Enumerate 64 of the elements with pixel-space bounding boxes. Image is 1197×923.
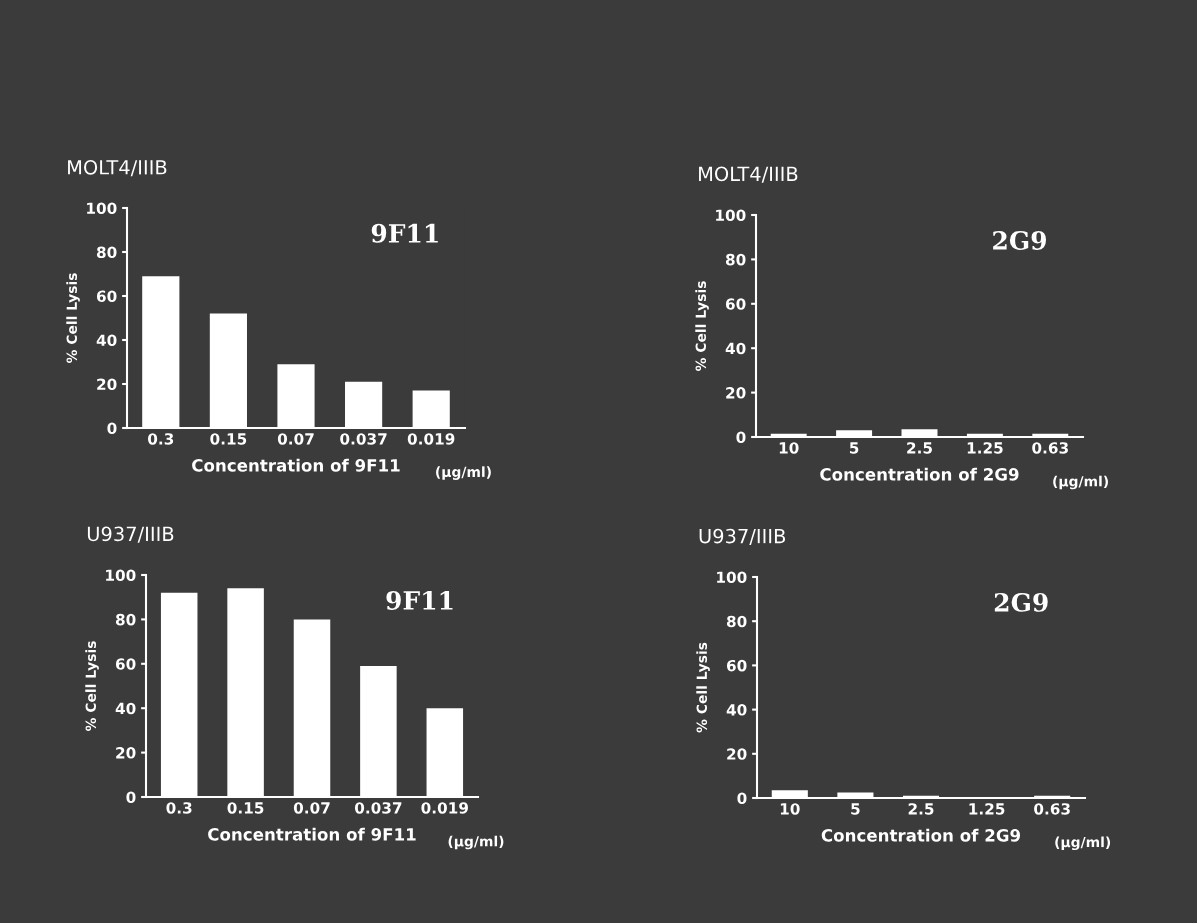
y-tick-label: 60: [96, 290, 117, 303]
x-tick-label: 0.037: [340, 433, 387, 445]
x-axis-title: Concentration of 2G9: [821, 828, 1021, 842]
x-tick-label: 5: [849, 442, 859, 454]
y-tick-label: 0: [737, 792, 747, 805]
text: (µg/ml): [1053, 475, 1108, 490]
x-tick-label: 0.15: [210, 433, 247, 445]
y-tick-label: 20: [726, 387, 746, 399]
y-axis-title: % Cell Lysis: [696, 642, 710, 733]
x-tick-label: 5: [851, 803, 860, 815]
chart-title: MOLT4/IIIB: [68, 159, 167, 177]
x-tick-label: 2.5: [908, 803, 934, 815]
text: (µg/ml): [1055, 836, 1111, 851]
x-tick-label: 0.07: [293, 802, 330, 814]
x-tick-label: 0.3: [148, 433, 174, 445]
y-tick-label: 100: [717, 571, 747, 584]
y-axis-title: % Cell Lysis: [66, 273, 80, 364]
y-tick-label: 20: [116, 747, 136, 759]
y-tick-label: 40: [115, 702, 136, 715]
x-tick-label: 0.019: [421, 802, 468, 814]
x-tick-label: 10: [780, 803, 800, 815]
chart-title: MOLT4/IIIB: [699, 166, 798, 183]
y-tick-label: 80: [726, 615, 747, 628]
y-tick-label: 40: [726, 704, 747, 716]
y-axis-title: % Cell Lysis: [695, 281, 709, 372]
x-tick-label: 0.037: [354, 802, 402, 814]
y-tick-label: 100: [87, 202, 117, 215]
annotation: 9F11: [386, 590, 453, 610]
y-tick-label: 100: [106, 569, 136, 582]
x-axis-title: Concentration of 9F11: [192, 458, 400, 472]
x-tick-label: 0.3: [166, 802, 192, 814]
text: (µg/ml): [436, 466, 491, 480]
y-tick-label: 60: [726, 659, 747, 672]
y-tick-label: 80: [96, 246, 117, 259]
x-axis-title: Concentration of 2G9: [820, 467, 1019, 481]
x-tick-label: 0.15: [227, 802, 264, 814]
chart-title: U937/IIIB: [87, 526, 174, 543]
y-tick-label: 100: [716, 209, 746, 222]
y-tick-label: 20: [727, 748, 747, 760]
chart-title: U937/IIIB: [699, 528, 786, 545]
x-tick-label: 1.25: [969, 803, 1005, 815]
x-tick-label: 10: [779, 442, 799, 454]
annotation: 2G9: [994, 592, 1048, 612]
x-axis-title: Concentration of 9F11: [208, 827, 416, 841]
y-tick-label: 40: [725, 342, 746, 355]
x-tick-label: 0.63: [1034, 803, 1070, 815]
x-tick-label: 1.25: [967, 442, 1003, 454]
y-tick-label: 0: [107, 422, 117, 435]
text: (µg/ml): [448, 835, 504, 850]
y-tick-label: 80: [115, 613, 136, 626]
x-tick-label: 2.5: [907, 442, 932, 454]
x-tick-label: 0.07: [277, 433, 314, 445]
y-tick-label: 40: [96, 334, 117, 347]
y-tick-label: 60: [725, 298, 746, 310]
x-tick-label: 0.63: [1032, 442, 1068, 454]
y-tick-label: 60: [115, 658, 136, 670]
y-tick-label: 80: [725, 253, 746, 266]
x-tick-label: 0.019: [407, 433, 455, 445]
y-tick-label: 0: [126, 791, 136, 804]
annotation: 9F11: [371, 223, 438, 243]
y-tick-label: 20: [97, 378, 117, 391]
y-tick-label: 0: [736, 431, 746, 444]
annotation: 2G9: [993, 230, 1047, 250]
y-axis-title: % Cell Lysis: [85, 641, 99, 732]
